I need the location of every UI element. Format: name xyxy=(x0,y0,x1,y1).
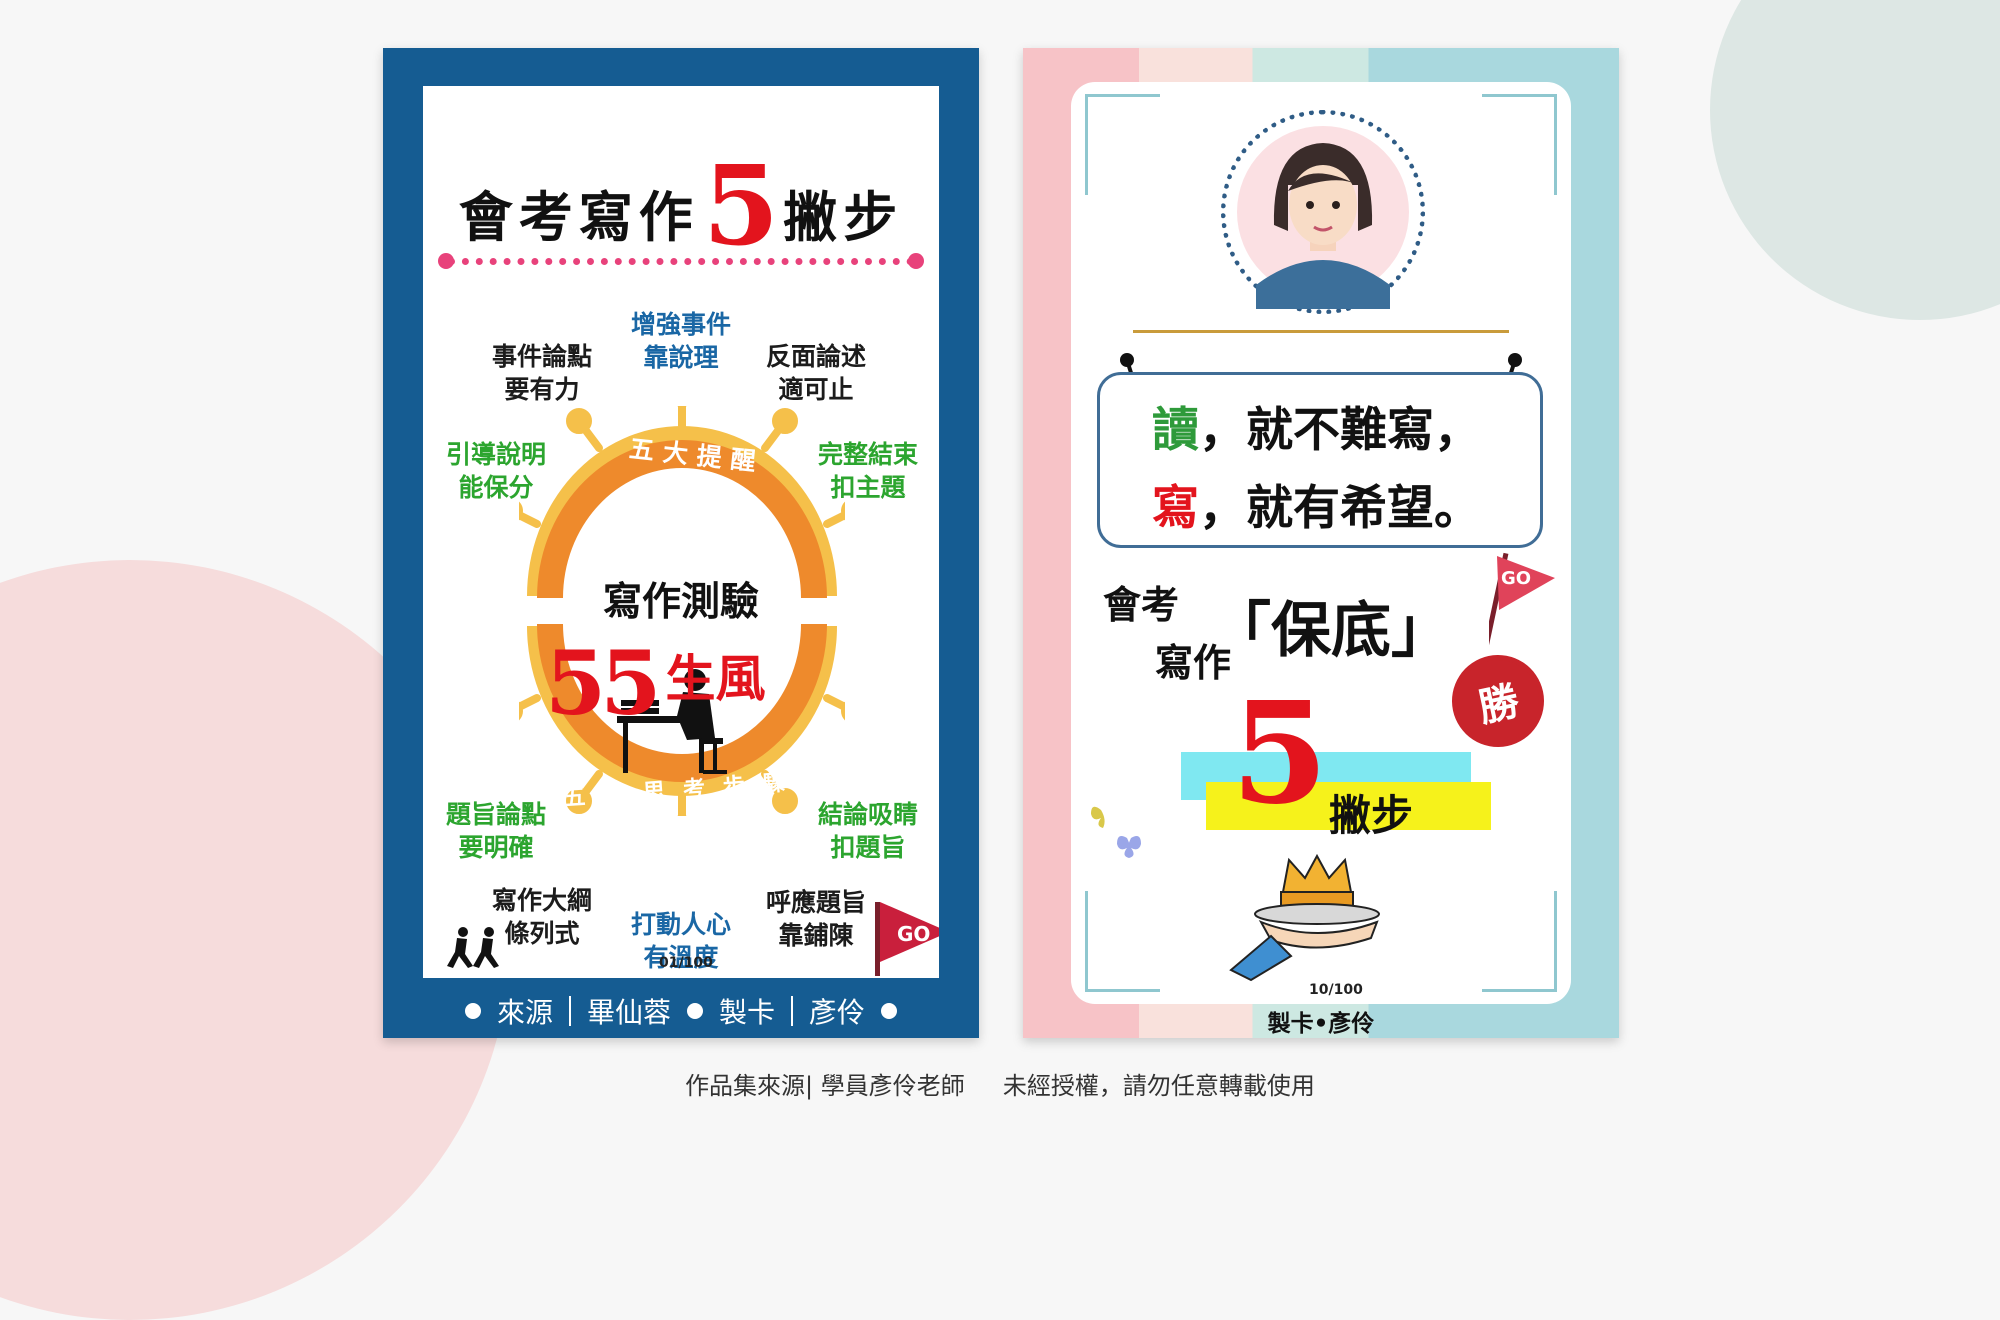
writing-tips-card-left: 會考寫作5撇步 xyxy=(383,48,979,1038)
dotted-divider xyxy=(448,258,914,269)
frame-corner-top-left xyxy=(1085,94,1160,195)
crown-tray-icon xyxy=(1229,853,1380,982)
title-left-text: 會考寫作 xyxy=(458,185,699,249)
label-bottom-right: 呼應題旨 靠鋪陳 xyxy=(765,888,866,950)
subtitle-guarantee: 「保底」 xyxy=(1211,596,1451,666)
title-number: 5 xyxy=(702,141,780,270)
card-left-footer: 來源 畢仙蓉 製卡 彥伶 xyxy=(383,986,979,1036)
footer-maker-name: 彥伶 xyxy=(809,996,866,1029)
teacher-avatar xyxy=(1237,126,1409,309)
dotted-line-right-end xyxy=(908,253,924,269)
gold-divider xyxy=(1133,330,1509,333)
label-mid-left: 引導說明 能保分 xyxy=(445,440,546,502)
highlight-bar-yellow xyxy=(1206,782,1491,830)
label-top-center: 增強事件 靠說理 xyxy=(630,310,731,372)
quote-line-2: 寫，就有希望。 xyxy=(1152,469,1481,538)
card-left-inner: 會考寫作5撇步 xyxy=(423,86,939,978)
go-flag-icon xyxy=(1489,552,1555,672)
card-left-title: 會考寫作5撇步 xyxy=(423,141,939,270)
label-mid-right: 完整結束 扣主題 xyxy=(817,440,918,502)
frame-corner-bottom-left xyxy=(1085,891,1160,992)
go-flag-icon xyxy=(875,902,939,976)
label-bottom-center: 打動人心 有溫度 xyxy=(630,910,731,972)
quote-highlight-write: 寫 xyxy=(1152,481,1199,536)
subtitle-exam: 會考 xyxy=(1103,583,1180,627)
label-low-left: 題旨論點 要明確 xyxy=(445,800,546,862)
quote-box: 讀，就不難寫， 寫，就有希望。 xyxy=(1097,372,1543,548)
steps-label: 撇步 xyxy=(1329,791,1414,840)
label-bottom-left: 寫作大綱 條列式 xyxy=(491,886,592,948)
card-right-page-number: 10/100 xyxy=(1309,982,1363,998)
background-teal-circle xyxy=(1710,0,2000,320)
center-text: 生風 xyxy=(665,650,766,708)
butterfly-icon xyxy=(1091,806,1141,858)
quote-line-2-rest: ，就有希望。 xyxy=(1199,481,1481,536)
avatar-frame xyxy=(1221,110,1425,314)
dotted-line-left-end xyxy=(438,253,454,269)
card-right-maker: 製卡•彥伶 xyxy=(1267,1011,1375,1037)
footer-maker-label: 製卡 xyxy=(719,996,776,1029)
ring-diagram xyxy=(519,406,845,816)
frame-corner-top-right xyxy=(1482,94,1557,195)
quote-line-1-rest: ，就不難寫， xyxy=(1199,403,1481,458)
center-slogan: 55 生風 xyxy=(545,631,835,735)
footer-bullet xyxy=(881,1003,898,1019)
card-right-inner: 讀，就不難寫， 寫，就有希望。 會考 寫作 「保底」 GO 勝 5 撇步 xyxy=(1071,82,1571,1004)
footer-source-label: 來源 xyxy=(496,996,553,1029)
center-title: 寫作測驗 xyxy=(602,580,759,625)
card-left-page-number: 01/100 xyxy=(659,955,713,971)
label-low-right: 結論吸睛 扣題旨 xyxy=(817,800,918,862)
writing-tips-card-right: 讀，就不難寫， 寫，就有希望。 會考 寫作 「保底」 GO 勝 5 撇步 xyxy=(1023,48,1619,1038)
footer-bullet xyxy=(464,1003,481,1019)
running-figures-icon xyxy=(447,927,499,968)
footer-separator xyxy=(568,996,571,1026)
label-top-left: 事件論點 要有力 xyxy=(491,342,592,404)
big-number-five: 5 xyxy=(1231,672,1329,836)
subtitle-writing: 寫作 xyxy=(1155,641,1232,685)
title-right-text: 撇步 xyxy=(783,185,904,249)
go-flag-label: GO xyxy=(1501,568,1532,589)
footer-source-name: 畢仙蓉 xyxy=(586,996,671,1029)
frame-corner-bottom-right xyxy=(1482,891,1557,992)
center-number: 55 xyxy=(545,631,661,735)
footer-separator xyxy=(791,996,794,1026)
page-caption: 作品集來源| 學員彥伶老師 未經授權，請勿任意轉載使用 xyxy=(685,1072,1315,1100)
label-top-right: 反面論述 適可止 xyxy=(765,342,866,404)
footer-bullet xyxy=(687,1003,703,1019)
quote-highlight-read: 讀 xyxy=(1152,403,1199,458)
go-flag-label: GO xyxy=(897,922,931,946)
quote-line-1: 讀，就不難寫， xyxy=(1152,391,1481,460)
